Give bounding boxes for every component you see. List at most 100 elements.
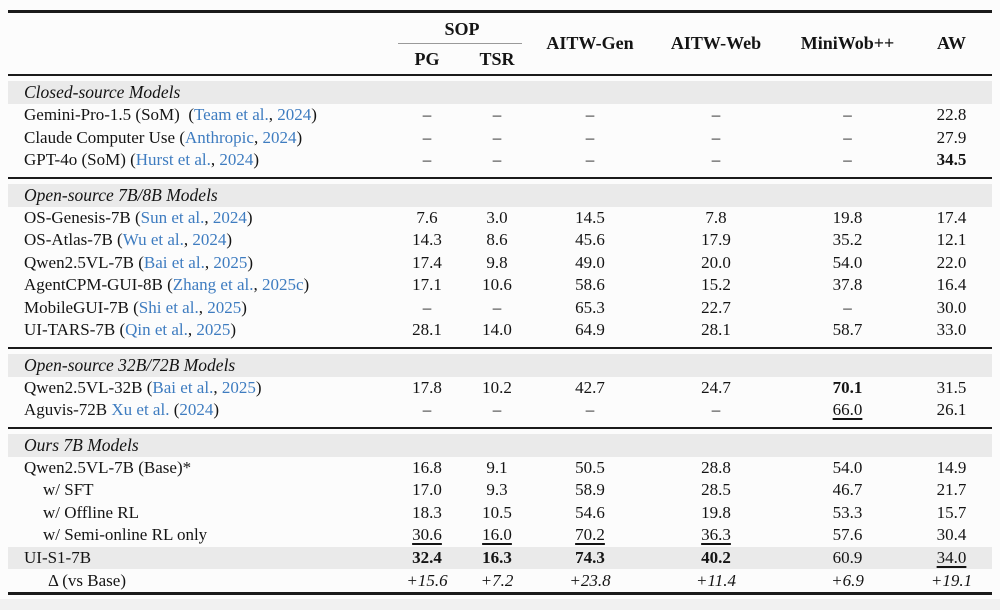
score-cell: 14.5	[532, 208, 648, 228]
score-cell: 30.0	[911, 298, 992, 318]
score-cell: –	[648, 105, 784, 125]
score-cell: 57.6	[784, 525, 911, 545]
citation-link[interactable]: 2024	[179, 400, 214, 420]
model-name-text: ,	[213, 377, 222, 397]
table-row: w/ SFT 17.0 9.3 58.9 28.5 46.7 21.7	[8, 479, 992, 502]
citation-link[interactable]: Bai et al.	[143, 252, 205, 272]
model-name-text: ,	[253, 127, 263, 147]
score-cell: –	[532, 128, 648, 148]
score-cell: 17.8	[392, 378, 462, 398]
model-name-text: Gemini-Pro-1.5 (SoM) (	[24, 105, 194, 125]
score-cell: 16.4	[911, 275, 992, 295]
citation-link[interactable]: 2024	[262, 127, 297, 147]
citation-link[interactable]: Zhang et al.	[172, 275, 254, 295]
score-value: 17.4	[412, 252, 442, 272]
model-name-cell: Gemini-Pro-1.5 (SoM) (Team et al., 2024)	[8, 105, 392, 125]
score-value: –	[711, 150, 721, 170]
citation-link[interactable]: 2024	[219, 150, 254, 170]
citation-link[interactable]: Anthropic	[185, 127, 254, 147]
table-row: Gemini-Pro-1.5 (SoM) (Team et al., 2024)…	[8, 104, 992, 127]
score-value: 24.7	[701, 377, 731, 397]
citation-link[interactable]: 2024	[192, 230, 227, 250]
score-cell: –	[462, 105, 532, 125]
citation-link[interactable]: Hurst et al.	[135, 150, 211, 170]
citation-link[interactable]: Qin et al.	[125, 320, 188, 340]
table-row: w/ Semi-online RL only 30.6 16.0 70.2 36.3 57…	[8, 524, 992, 547]
citation-link[interactable]: 2024	[277, 105, 312, 125]
citation-link[interactable]: Bai et al.	[152, 377, 214, 397]
model-name-text: Δ (vs Base)	[48, 570, 126, 590]
score-value: 16.3	[482, 547, 512, 567]
score-cell: 54.0	[784, 253, 911, 273]
score-value: 64.9	[575, 320, 605, 340]
score-cell: +23.8	[532, 571, 648, 591]
citation-link[interactable]: 2025	[221, 377, 256, 397]
score-cell: 54.6	[532, 503, 648, 523]
score-value: 14.5	[575, 207, 605, 227]
score-cell: 8.6	[462, 230, 532, 250]
citation-link[interactable]: Team et al.	[193, 105, 269, 125]
score-cell: 7.8	[648, 208, 784, 228]
score-value: +7.2	[480, 570, 514, 590]
section-divider-rule	[8, 346, 992, 349]
citation-link[interactable]: 2025	[196, 320, 231, 340]
model-name-cell: OS-Atlas-7B (Wu et al., 2024)	[8, 230, 392, 250]
citation-link[interactable]: 2025	[213, 252, 248, 272]
table-row: GPT-4o (SoM) (Hurst et al., 2024) – – – – – 34…	[8, 149, 992, 172]
col-header-aitw-web: AITW-Web	[670, 33, 762, 53]
citation-link[interactable]: Shi et al.	[138, 297, 199, 317]
citation-link[interactable]: Xu et al.	[111, 400, 170, 420]
score-cell: 22.7	[648, 298, 784, 318]
model-name-text: Qwen2.5VL-7B (	[24, 252, 144, 272]
score-cell: 16.0	[462, 525, 532, 545]
score-value: 10.2	[482, 377, 512, 397]
citation-link[interactable]: 2025	[207, 297, 242, 317]
score-cell: –	[784, 298, 911, 318]
table-row: UI-S1-7B 32.4 16.3 74.3 40.2 60.9 34.0	[8, 546, 992, 569]
score-value: 15.2	[701, 275, 731, 295]
citation-link[interactable]: Wu et al.	[122, 230, 184, 250]
score-value: 37.8	[832, 275, 863, 295]
model-name-text: ,	[187, 320, 197, 340]
score-cell: –	[784, 150, 911, 170]
section-header: Ours 7B Models	[8, 433, 992, 457]
model-name-text: UI-TARS-7B (	[24, 320, 126, 340]
score-cell: 64.9	[532, 320, 648, 340]
score-cell: –	[462, 128, 532, 148]
citation-link[interactable]: 2025c	[261, 275, 304, 295]
model-name-text: ,	[204, 207, 213, 227]
score-value: –	[843, 297, 852, 317]
score-value: –	[492, 127, 502, 147]
score-value: 53.3	[832, 502, 863, 522]
score-value: 14.0	[482, 320, 512, 340]
model-name-text: )	[247, 252, 253, 272]
score-cell: 17.4	[392, 253, 462, 273]
page-bottom-margin	[0, 599, 1000, 610]
citation-link[interactable]: Sun et al.	[140, 207, 205, 227]
model-name-cell: AgentCPM-GUI-8B (Zhang et al., 2025c)	[8, 275, 392, 295]
score-value: 74.3	[575, 547, 605, 567]
score-cell: 60.9	[784, 548, 911, 568]
model-name-cell: w/ SFT	[8, 480, 392, 500]
score-cell: 70.2	[532, 525, 648, 545]
model-name-text: )	[253, 150, 260, 170]
section-title: Closed-source Models	[24, 82, 181, 102]
model-name-cell: Qwen2.5VL-7B (Bai et al., 2025)	[8, 253, 392, 273]
score-value: 3.0	[486, 207, 508, 227]
model-name-cell: Δ (vs Base)	[8, 571, 392, 591]
model-name-text: OS-Atlas-7B (	[24, 230, 123, 250]
table-body: Closed-source Models Gemini-Pro-1.5 (SoM)…	[8, 76, 992, 592]
citation-link[interactable]: 2024	[212, 207, 247, 227]
table-row: w/ Offline RL 18.3 10.5 54.6 19.8 53.3 15.7	[8, 502, 992, 525]
score-cell: 58.6	[532, 275, 648, 295]
col-header-tsr: TSR	[479, 49, 515, 69]
model-name-cell: Aguvis-72B Xu et al. (2024)	[8, 400, 392, 420]
score-cell: 30.4	[911, 525, 992, 545]
score-value: 30.0	[936, 297, 967, 317]
score-value: 15.7	[936, 502, 967, 522]
score-cell: –	[462, 400, 532, 420]
score-value: 58.7	[832, 320, 863, 340]
score-value: 7.6	[416, 207, 438, 227]
score-cell: 53.3	[784, 503, 911, 523]
score-cell: +19.1	[911, 571, 992, 591]
